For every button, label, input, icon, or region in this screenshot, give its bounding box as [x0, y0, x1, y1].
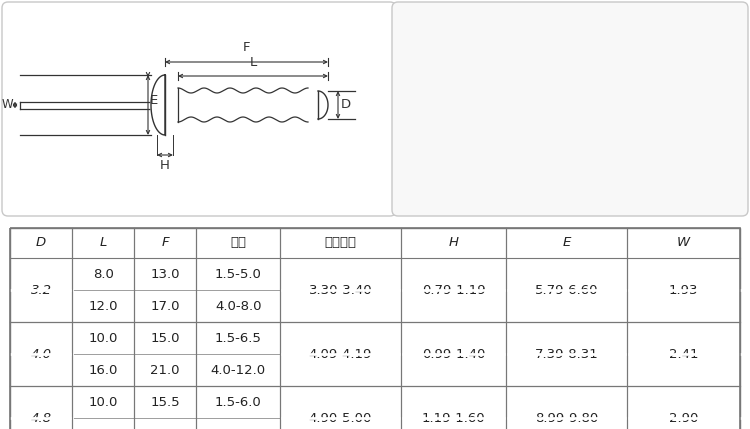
Text: 4.09-4.19: 4.09-4.19 [309, 347, 372, 360]
Text: H: H [448, 236, 458, 250]
Text: 2.41: 2.41 [669, 347, 698, 360]
Text: L: L [249, 56, 256, 69]
Text: W: W [676, 236, 690, 250]
Text: 21.5: 21.5 [150, 428, 180, 429]
Text: 4.0-11.0: 4.0-11.0 [211, 428, 266, 429]
Text: E: E [150, 94, 158, 108]
Text: 0.99-1.40: 0.99-1.40 [422, 347, 485, 360]
Text: W: W [2, 99, 13, 112]
Text: E: E [562, 236, 571, 250]
Text: 1.5-5.0: 1.5-5.0 [214, 268, 262, 281]
Text: 1.5-6.0: 1.5-6.0 [214, 396, 262, 408]
Bar [10, 228, 740, 429]
Text: 4.0: 4.0 [31, 347, 52, 360]
Text: 7.39-8.31: 7.39-8.31 [535, 347, 598, 360]
Text: 13.0: 13.0 [151, 268, 180, 281]
Text: 4.0-8.0: 4.0-8.0 [215, 299, 261, 312]
Text: 8.99-9.80: 8.99-9.80 [535, 411, 598, 425]
Text: 板孔直径: 板孔直径 [324, 236, 356, 250]
Text: 21.0: 21.0 [151, 363, 180, 377]
Text: 3.2: 3.2 [31, 284, 52, 296]
Text: 10.0: 10.0 [88, 332, 118, 344]
Text: 4.8: 4.8 [31, 411, 52, 425]
Text: 板厅: 板厅 [230, 236, 246, 250]
Text: 10.0: 10.0 [88, 396, 118, 408]
Text: 1.19-1.60: 1.19-1.60 [422, 411, 485, 425]
Text: 0.79-1.19: 0.79-1.19 [422, 284, 485, 296]
Text: 15.5: 15.5 [150, 396, 180, 408]
Text: 17.0: 17.0 [151, 299, 180, 312]
Text: L: L [100, 236, 106, 250]
Text: D: D [36, 236, 46, 250]
Text: D: D [341, 99, 351, 112]
Text: F: F [161, 236, 169, 250]
Text: 16.0: 16.0 [88, 428, 118, 429]
Text: H: H [160, 159, 170, 172]
FancyBboxPatch shape [392, 2, 748, 216]
Polygon shape [151, 75, 165, 135]
Text: 4.90-5.00: 4.90-5.00 [309, 411, 372, 425]
Text: 15.0: 15.0 [151, 332, 180, 344]
Text: 3.30-3.40: 3.30-3.40 [308, 284, 372, 296]
Text: 1.5-6.5: 1.5-6.5 [214, 332, 262, 344]
Text: 4.0-12.0: 4.0-12.0 [211, 363, 266, 377]
Text: 8.0: 8.0 [93, 268, 113, 281]
Bar [10, 228, 740, 429]
FancyBboxPatch shape [2, 2, 396, 216]
Polygon shape [318, 91, 328, 119]
Text: 2.90: 2.90 [669, 411, 698, 425]
Text: 12.0: 12.0 [88, 299, 118, 312]
Text: 16.0: 16.0 [88, 363, 118, 377]
Text: 1.93: 1.93 [669, 284, 698, 296]
Text: 5.79-6.60: 5.79-6.60 [535, 284, 598, 296]
Text: F: F [243, 41, 250, 54]
